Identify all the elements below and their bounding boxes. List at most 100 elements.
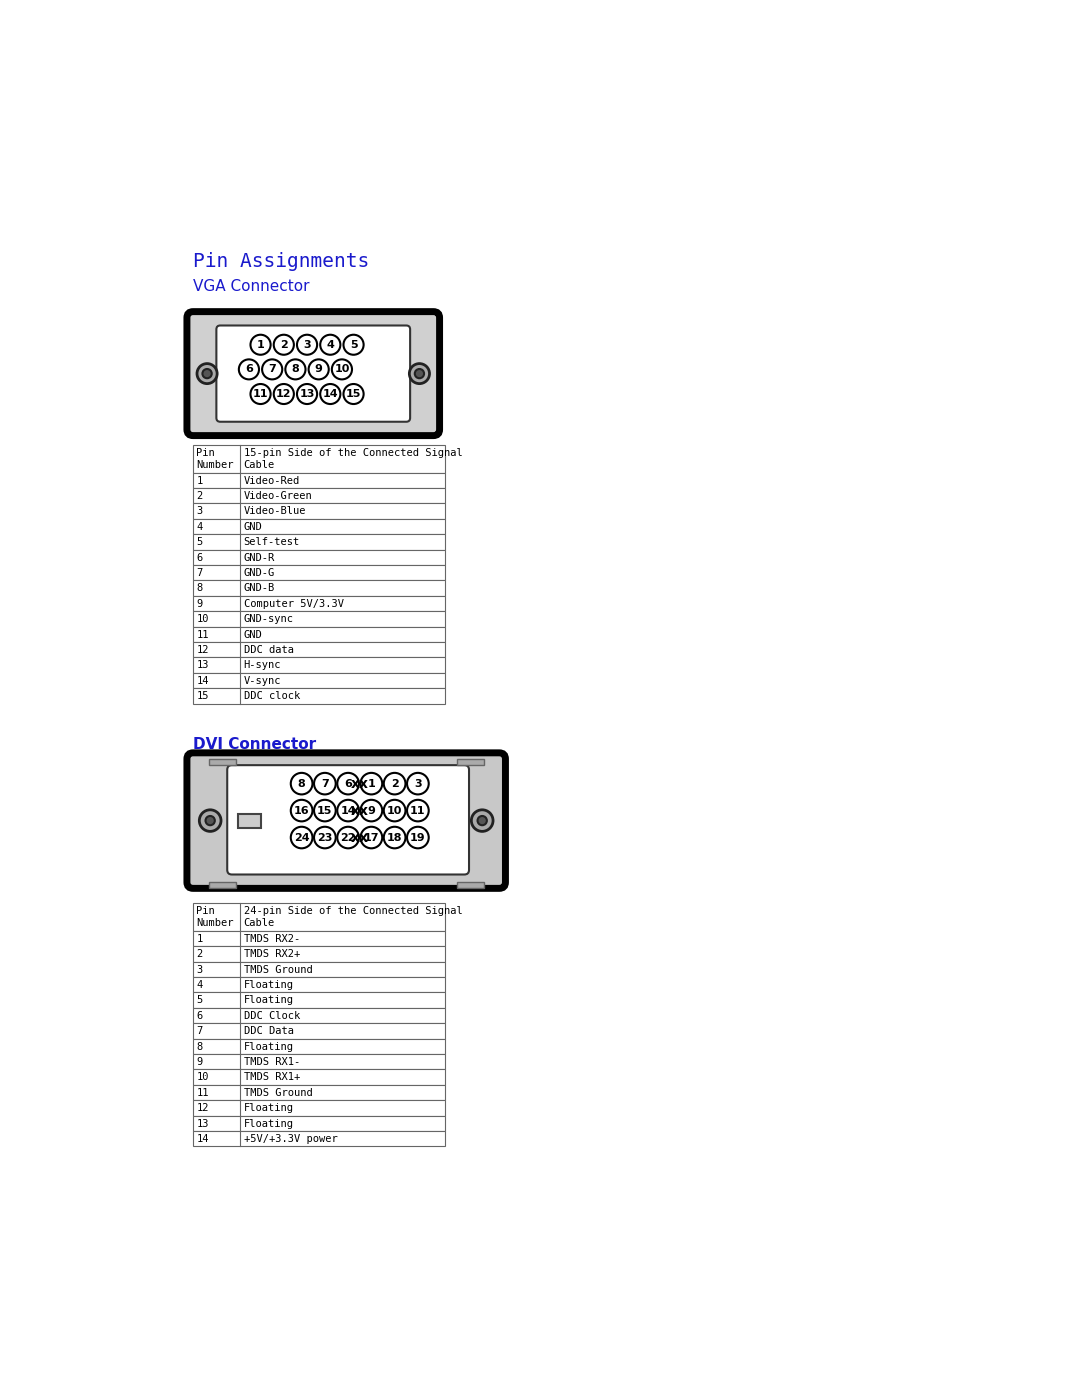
- Text: Floating: Floating: [243, 979, 294, 990]
- Circle shape: [200, 810, 221, 831]
- Bar: [193, 1023, 445, 1038]
- Bar: [193, 977, 445, 992]
- Circle shape: [273, 335, 294, 355]
- Circle shape: [291, 827, 312, 848]
- Circle shape: [361, 800, 382, 821]
- Text: Computer 5V/3.3V: Computer 5V/3.3V: [243, 599, 343, 609]
- Text: 10: 10: [334, 365, 350, 374]
- Text: 14: 14: [323, 388, 338, 400]
- Text: 3: 3: [303, 339, 311, 349]
- Text: 24-pin Side of the Connected Signal
Cable: 24-pin Side of the Connected Signal Cabl…: [243, 907, 462, 928]
- Bar: [193, 595, 445, 610]
- Circle shape: [285, 359, 306, 380]
- Bar: [193, 534, 445, 549]
- Text: GND-B: GND-B: [243, 584, 274, 594]
- Text: 2: 2: [197, 949, 202, 960]
- Circle shape: [409, 363, 430, 384]
- Text: DVI Connector: DVI Connector: [193, 738, 316, 753]
- Text: TMDS Ground: TMDS Ground: [243, 964, 312, 975]
- Bar: [193, 961, 445, 977]
- FancyBboxPatch shape: [227, 766, 469, 875]
- Bar: [193, 472, 445, 488]
- Text: 4: 4: [326, 339, 334, 349]
- Circle shape: [407, 773, 429, 795]
- Text: GND-R: GND-R: [243, 553, 274, 563]
- Bar: [193, 946, 445, 961]
- Text: 7: 7: [268, 365, 276, 374]
- Bar: [193, 444, 445, 472]
- Circle shape: [297, 384, 318, 404]
- Text: 13: 13: [299, 388, 314, 400]
- Text: 4: 4: [197, 979, 202, 990]
- Circle shape: [343, 335, 364, 355]
- Circle shape: [239, 359, 259, 380]
- Text: 8: 8: [298, 778, 306, 789]
- Circle shape: [314, 800, 336, 821]
- Circle shape: [309, 359, 328, 380]
- Text: V-sync: V-sync: [243, 676, 281, 686]
- Text: 5: 5: [350, 339, 357, 349]
- Text: DDC Data: DDC Data: [243, 1027, 294, 1037]
- Text: xx: xx: [351, 803, 368, 817]
- Circle shape: [332, 359, 352, 380]
- Text: Video-Blue: Video-Blue: [243, 507, 306, 517]
- Circle shape: [297, 335, 318, 355]
- Text: Pin
Number: Pin Number: [197, 448, 233, 469]
- Text: 14: 14: [197, 1134, 208, 1144]
- Text: Pin
Number: Pin Number: [197, 907, 233, 928]
- Text: 8: 8: [197, 584, 202, 594]
- Text: DDC clock: DDC clock: [243, 692, 300, 701]
- Text: 11: 11: [253, 388, 268, 400]
- Text: 3: 3: [197, 964, 202, 975]
- Text: 14: 14: [340, 806, 356, 816]
- Circle shape: [314, 773, 336, 795]
- Text: 9: 9: [197, 599, 202, 609]
- Text: TMDS Ground: TMDS Ground: [243, 1088, 312, 1098]
- Text: 12: 12: [276, 388, 292, 400]
- Text: 4: 4: [197, 522, 202, 532]
- Bar: [193, 902, 445, 930]
- Circle shape: [205, 816, 215, 826]
- Text: 15: 15: [318, 806, 333, 816]
- Bar: [457, 882, 484, 888]
- Circle shape: [343, 384, 364, 404]
- Text: 8: 8: [197, 1042, 202, 1052]
- Bar: [193, 1038, 445, 1053]
- Text: 1: 1: [367, 778, 375, 789]
- Text: Video-Red: Video-Red: [243, 475, 300, 486]
- Bar: [238, 813, 261, 827]
- Text: 11: 11: [197, 1088, 208, 1098]
- Text: GND: GND: [243, 630, 262, 640]
- Text: 16: 16: [294, 806, 310, 816]
- Text: Floating: Floating: [243, 1104, 294, 1113]
- Text: 12: 12: [197, 645, 208, 655]
- Text: 22: 22: [340, 833, 356, 842]
- Text: 3: 3: [414, 778, 421, 789]
- Text: H-sync: H-sync: [243, 661, 281, 671]
- Circle shape: [291, 800, 312, 821]
- FancyBboxPatch shape: [187, 312, 440, 436]
- FancyBboxPatch shape: [216, 326, 410, 422]
- Text: Pin Assignments: Pin Assignments: [193, 253, 369, 271]
- Circle shape: [361, 773, 382, 795]
- Text: 11: 11: [197, 630, 208, 640]
- Text: 17: 17: [364, 833, 379, 842]
- Bar: [193, 1132, 445, 1147]
- Bar: [208, 759, 235, 766]
- Text: DDC Clock: DDC Clock: [243, 1011, 300, 1021]
- Text: 18: 18: [387, 833, 403, 842]
- Bar: [193, 1069, 445, 1084]
- Circle shape: [337, 827, 359, 848]
- Circle shape: [407, 827, 429, 848]
- Circle shape: [337, 773, 359, 795]
- Bar: [193, 1084, 445, 1099]
- Circle shape: [251, 335, 271, 355]
- Circle shape: [477, 816, 487, 826]
- Text: Floating: Floating: [243, 1119, 294, 1129]
- Circle shape: [383, 773, 405, 795]
- Bar: [193, 549, 445, 564]
- Circle shape: [321, 384, 340, 404]
- Text: 10: 10: [197, 1073, 208, 1083]
- Text: TMDS RX1+: TMDS RX1+: [243, 1073, 300, 1083]
- Text: 6: 6: [197, 553, 202, 563]
